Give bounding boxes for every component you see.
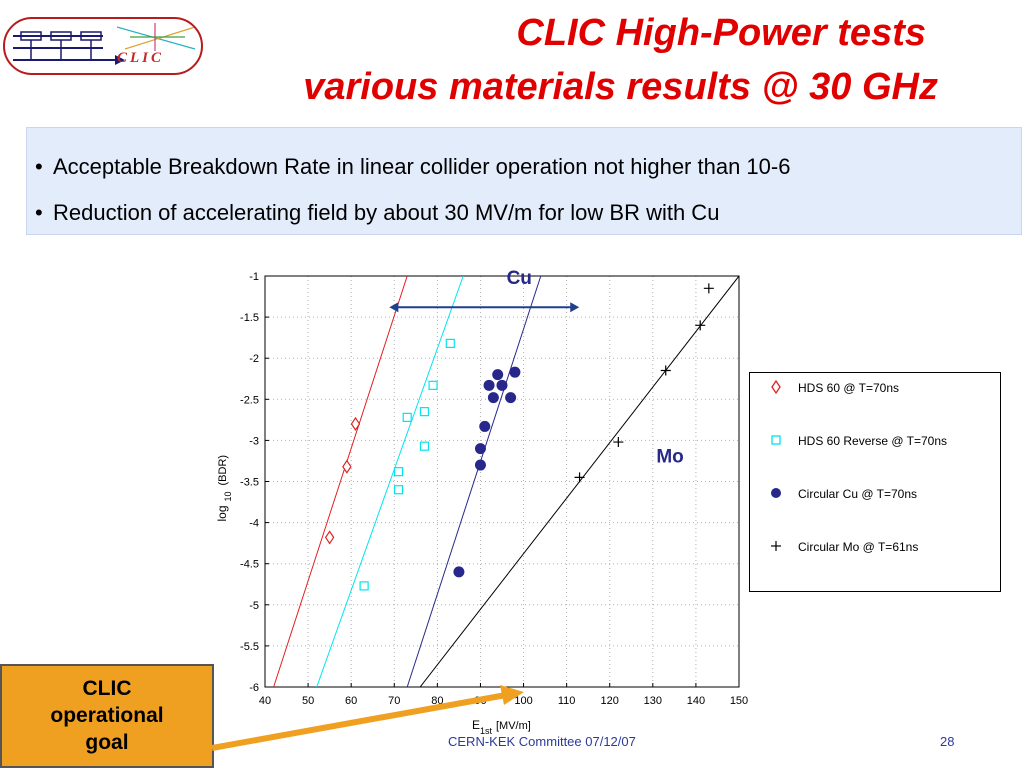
bullet-box: • Acceptable Breakdown Rate in linear col… [26, 127, 1022, 235]
x-tick-label: 120 [601, 695, 619, 707]
data-point [695, 320, 706, 331]
accelerator-logo-graphic [13, 23, 196, 65]
data-point [393, 485, 404, 495]
legend-item: Circular Mo @ T=61ns [750, 538, 1000, 558]
x-tick-label: 150 [730, 695, 748, 707]
y-axis-label: log [215, 505, 229, 521]
x-tick-label: 100 [514, 695, 532, 707]
y-tick-label: -3 [249, 435, 259, 447]
x-tick-label: 60 [345, 695, 357, 707]
data-point [428, 380, 438, 390]
y-tick-label: -1 [249, 271, 259, 283]
data-point [324, 530, 335, 545]
range-arrow-right-head [570, 302, 580, 313]
x-tick-label: 140 [687, 695, 705, 707]
legend-item: HDS 60 Reverse @ T=70ns [750, 432, 1000, 452]
page-subtitle: various materials results @ 30 GHz [303, 66, 938, 108]
diamond-marker-icon [771, 379, 781, 395]
x-tick-label: 70 [388, 695, 400, 707]
x-tick-label: 90 [474, 695, 486, 707]
callout-line: operational [50, 704, 164, 727]
data-point [660, 365, 671, 376]
plus-marker-icon [771, 541, 781, 551]
range-arrow-left-head [389, 302, 399, 313]
bullet-text: Acceptable Breakdown Rate in linear coll… [53, 154, 791, 179]
y-tick-label: -5 [249, 600, 259, 612]
data-point [483, 379, 495, 391]
page-title: CLIC High-Power tests [516, 12, 926, 54]
y-tick-label: -4.5 [240, 559, 259, 571]
data-point [419, 441, 430, 451]
data-point [342, 459, 352, 474]
y-tick-label: -6 [249, 682, 259, 694]
breakdown-rate-chart: 40 50 60 70 80 90 100 110 120 130 140 150 -1 -1.5 -2 -2… [215, 268, 748, 736]
x-tick-label: 130 [644, 695, 662, 707]
data-point [509, 366, 521, 378]
x-axis-unit: [MV/m] [496, 720, 531, 732]
x-tick-label: 80 [431, 695, 443, 707]
data-point [505, 392, 517, 404]
callout-line: goal [85, 731, 129, 754]
fit-line [406, 276, 542, 687]
y-tick-label: -2 [249, 353, 259, 365]
legend-label: HDS 60 Reverse @ T=70ns [798, 434, 948, 448]
data-point [574, 472, 585, 483]
y-tick-label: -3.5 [240, 477, 259, 489]
page-number: 28 [940, 734, 955, 749]
y-axis-unit: (BDR) [217, 455, 229, 486]
data-point [492, 369, 504, 381]
data-point [350, 416, 361, 432]
legend-item: HDS 60 @ T=70ns [750, 379, 1000, 399]
x-tick-label: 110 [558, 695, 576, 707]
data-point [613, 437, 624, 448]
x-tick-label: 50 [302, 695, 314, 707]
data-point [703, 283, 714, 294]
data-point [445, 338, 455, 349]
bullet-text: Reduction of accelerating field by about… [53, 200, 720, 225]
x-tick-label: 40 [259, 695, 271, 707]
y-axis-label-subscript: 10 [223, 491, 233, 501]
fit-line [316, 276, 464, 687]
data-point [393, 467, 404, 477]
annotation-label: Cu [507, 268, 532, 289]
y-axis-label-group: log 10 (BDR) [215, 455, 233, 522]
bullet-item: • Reduction of accelerating field by abou… [35, 200, 720, 225]
chart-legend: HDS 60 @ T=70ns HDS 60 Reverse @ T=70ns … [749, 372, 1001, 592]
fit-line [273, 276, 408, 687]
circle-marker-icon [771, 488, 781, 498]
callout-line: CLIC [82, 677, 132, 700]
data-point [453, 566, 465, 578]
data-point [487, 392, 499, 404]
legend-label: HDS 60 @ T=70ns [798, 381, 900, 395]
data-point [496, 379, 508, 391]
data-point [419, 407, 430, 417]
y-tick-label: -4 [249, 518, 259, 530]
footer-text: CERN-KEK Committee 07/12/07 [448, 734, 636, 749]
data-point [479, 420, 491, 432]
y-tick-label: -2.5 [240, 394, 259, 406]
data-point [402, 412, 412, 422]
legend-label: Circular Cu @ T=70ns [798, 487, 918, 501]
clic-operational-goal-callout: CLIC operational goal [0, 664, 214, 768]
y-tick-label: -1.5 [240, 312, 259, 324]
x-axis-label: E [472, 718, 480, 732]
data-point [359, 581, 369, 591]
data-point [474, 443, 486, 455]
data-point [474, 459, 486, 471]
legend-label: Circular Mo @ T=61ns [798, 540, 919, 554]
clic-logo: CLIC [3, 17, 203, 75]
annotation-label: Mo [656, 447, 683, 468]
legend-item: Circular Cu @ T=70ns [750, 485, 1000, 505]
y-tick-label: -5.5 [240, 641, 259, 653]
logo-text: CLIC [117, 50, 165, 66]
square-marker-icon [771, 435, 781, 445]
bullet-item: • Acceptable Breakdown Rate in linear col… [35, 154, 791, 179]
